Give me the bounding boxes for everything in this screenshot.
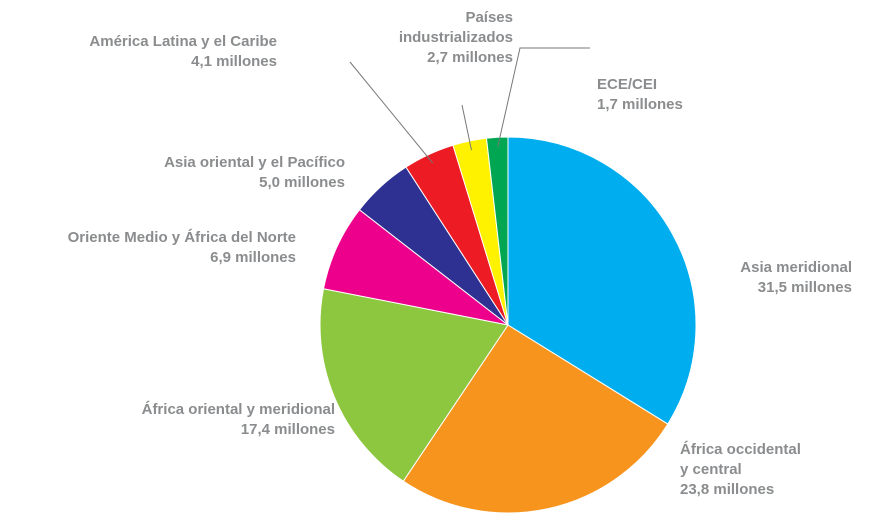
pie-slice [402,324,669,514]
slice-label: Asia meridional 31,5 millones [740,258,852,298]
slice-label: África occidental y central 23,8 millones [680,440,801,500]
value-label: 5,0 millones [259,174,345,191]
category-name: América Latina y el Caribe [89,33,277,50]
slice-label: Oriente Medio y África del Norte 6,9 mill… [68,228,296,268]
slice-label: Países industrializados 2,7 millones [399,8,513,68]
value-label: 17,4 millones [240,421,335,438]
value-label: 31,5 millones [757,279,852,296]
category-name: África occidental y central [680,441,801,478]
category-name: ECE/CEI [597,76,658,93]
value-label: 1,7 millones [597,96,683,113]
slice-label: Asia oriental y el Pacífico 5,0 millones [164,153,345,193]
leader-line [349,61,434,164]
category-name: Oriente Medio y África del Norte [67,229,296,246]
leader-line [461,104,472,151]
slice-label: África oriental y meridional 17,4 millone… [142,400,335,440]
pie-slice [507,136,697,425]
category-name: África oriental y meridional [141,401,335,418]
value-label: 6,9 millones [210,249,296,266]
pie-slice [485,136,509,326]
pie-slice [319,288,509,482]
category-name: Asia meridional [740,259,852,276]
slice-label: ECE/CEI 1,7 millones [597,75,683,115]
value-label: 2,7 millones [427,49,513,66]
slice-label: América Latina y el Caribe 4,1 millones [89,32,277,72]
category-name: Asia oriental y el Pacífico [164,154,345,171]
value-label: 23,8 millones [680,481,775,498]
value-label: 4,1 millones [191,53,277,70]
leader-line [497,47,590,147]
category-name: Países industrializados [398,9,513,46]
